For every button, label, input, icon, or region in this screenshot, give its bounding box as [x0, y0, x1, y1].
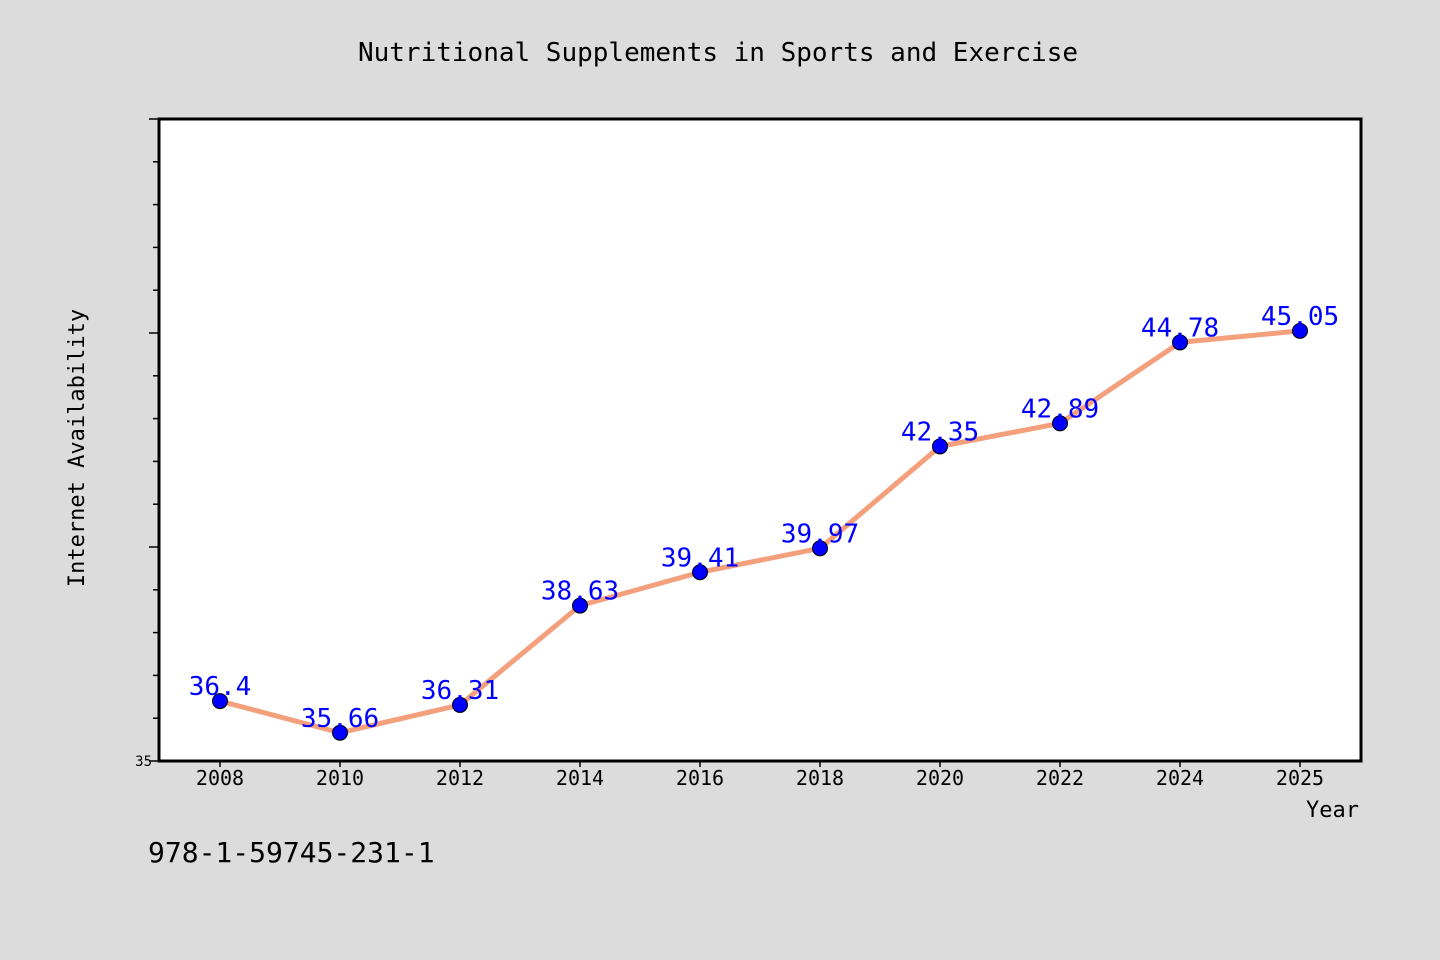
- isbn-text: 978-1-59745-231-1: [148, 836, 435, 869]
- data-label: 44.78: [1141, 313, 1219, 343]
- data-label: 45.05: [1261, 302, 1339, 332]
- x-tick-label: 2014: [556, 766, 604, 790]
- data-point: [572, 597, 588, 614]
- plot-area: [157, 117, 1363, 763]
- x-axis-ticks: 2008 2010 2012 2014 2016 2018 2020 2022 2024 2025: [196, 761, 1324, 790]
- x-tick-label: 2012: [436, 766, 484, 790]
- data-point: [932, 438, 948, 455]
- data-label: 39.97: [781, 519, 859, 549]
- data-label: 36.31: [421, 676, 499, 706]
- y-axis-label: Internet Availability: [65, 309, 90, 587]
- data-point: [452, 696, 468, 713]
- data-point: [692, 564, 708, 581]
- x-tick-label: 2008: [196, 766, 244, 790]
- data-point: [1052, 415, 1068, 432]
- data-point: [1292, 322, 1308, 339]
- chart-title: Nutritional Supplements in Sports and Ex…: [358, 38, 1078, 68]
- data-labels: 36.4 35.66 36.31 38.63 39.41 39.97 42.35 42.89 4…: [189, 302, 1339, 734]
- series-markers: [212, 322, 1308, 741]
- data-label: 39.41: [661, 543, 739, 573]
- series-line: [217, 328, 1303, 736]
- data-label: 36.4: [189, 672, 252, 702]
- x-tick-label: 2025: [1276, 766, 1324, 790]
- x-tick-label: 2018: [796, 766, 844, 790]
- data-point: [1172, 334, 1188, 351]
- x-tick-label: 2022: [1036, 766, 1084, 790]
- x-tick-label: 2024: [1156, 766, 1204, 790]
- data-point: [212, 693, 228, 710]
- x-tick-label: 2016: [676, 766, 724, 790]
- x-tick-label: 2010: [316, 766, 364, 790]
- y-tick-label-min: 35: [135, 754, 152, 770]
- data-point: [332, 724, 348, 741]
- y-axis-ticks: [149, 118, 159, 762]
- data-label: 38.63: [541, 577, 619, 607]
- data-label: 42.89: [1021, 394, 1099, 424]
- x-tick-label: 2020: [916, 766, 964, 790]
- data-label: 42.35: [901, 417, 979, 447]
- x-axis-label: Year: [1306, 798, 1359, 823]
- data-point: [812, 540, 828, 557]
- data-label: 35.66: [301, 704, 379, 734]
